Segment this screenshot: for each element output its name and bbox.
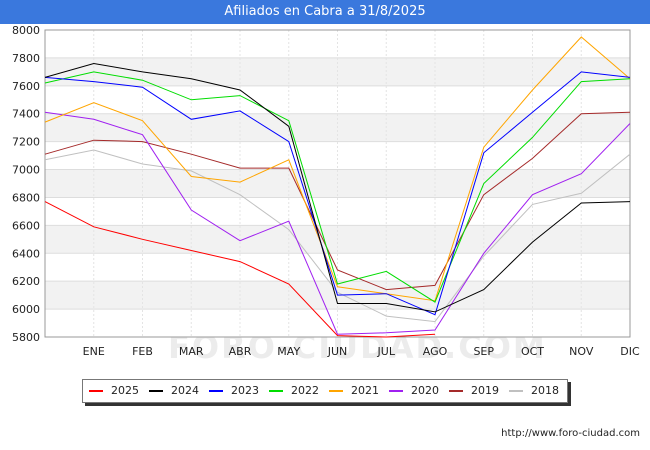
legend-swatch xyxy=(89,390,103,392)
y-tick-label: 6000 xyxy=(12,303,40,316)
x-tick-label: MAY xyxy=(277,345,300,358)
x-tick-label: FEB xyxy=(132,345,153,358)
legend-item-2018: 2018 xyxy=(509,384,559,397)
y-tick-label: 7400 xyxy=(12,108,40,121)
legend-item-2024: 2024 xyxy=(149,384,199,397)
series-line-2018 xyxy=(44,149,631,323)
series-line-2019 xyxy=(44,111,631,291)
x-tick-label: NOV xyxy=(569,345,594,358)
legend-swatch xyxy=(149,390,163,392)
plot-frame xyxy=(44,29,631,338)
legend-item-2021: 2021 xyxy=(329,384,379,397)
series-line-2020 xyxy=(44,111,631,335)
legend: 2025 2024 2023 2022 2021 2020 2019 2018 xyxy=(82,379,568,403)
x-tick-label: AGO xyxy=(423,345,448,358)
legend-swatch xyxy=(509,390,523,392)
legend-swatch xyxy=(329,390,343,392)
legend-label: 2018 xyxy=(531,384,559,397)
series-line-2024 xyxy=(44,62,631,313)
legend-label: 2025 xyxy=(111,384,139,397)
title-bar: Afiliados en Cabra a 31/8/2025 xyxy=(0,0,650,24)
y-tick-label: 6400 xyxy=(12,247,40,260)
x-tick-label: DIC xyxy=(620,345,640,358)
x-tick-label: JUN xyxy=(327,345,348,358)
y-tick-label: 5800 xyxy=(12,331,40,344)
legend-label: 2021 xyxy=(351,384,379,397)
legend-item-2022: 2022 xyxy=(269,384,319,397)
legend-item-2023: 2023 xyxy=(209,384,259,397)
y-tick-label: 7000 xyxy=(12,164,40,177)
x-tick-label: ABR xyxy=(229,345,252,358)
source-url[interactable]: http://www.foro-ciudad.com xyxy=(501,428,640,439)
y-tick-label: 8000 xyxy=(12,24,40,37)
series-line-2025 xyxy=(44,201,436,338)
legend-label: 2024 xyxy=(171,384,199,397)
legend-swatch xyxy=(269,390,283,392)
x-tick-label: JUL xyxy=(377,345,396,358)
x-tick-label: SEP xyxy=(473,345,494,358)
series-line-2022 xyxy=(44,71,631,303)
legend-label: 2022 xyxy=(291,384,319,397)
x-tick-label: ENE xyxy=(83,345,105,358)
legend-swatch xyxy=(449,390,463,392)
y-tick-label: 7800 xyxy=(12,52,40,65)
y-tick-label: 7200 xyxy=(12,136,40,149)
y-tick-label: 6600 xyxy=(12,219,40,232)
series-line-2023 xyxy=(44,71,631,316)
y-tick-label: 6800 xyxy=(12,191,40,204)
legend-swatch xyxy=(209,390,223,392)
legend-label: 2020 xyxy=(411,384,439,397)
legend-label: 2019 xyxy=(471,384,499,397)
legend-swatch xyxy=(389,390,403,392)
y-tick-label: 7600 xyxy=(12,80,40,93)
chart-title: Afiliados en Cabra a 31/8/2025 xyxy=(224,4,426,19)
legend-item-2020: 2020 xyxy=(389,384,439,397)
legend-label: 2023 xyxy=(231,384,259,397)
series-line-2021 xyxy=(44,36,631,302)
x-tick-label: MAR xyxy=(179,345,204,358)
y-tick-label: 6200 xyxy=(12,275,40,288)
x-tick-label: OCT xyxy=(521,345,544,358)
legend-item-2019: 2019 xyxy=(449,384,499,397)
legend-item-2025: 2025 xyxy=(89,384,139,397)
